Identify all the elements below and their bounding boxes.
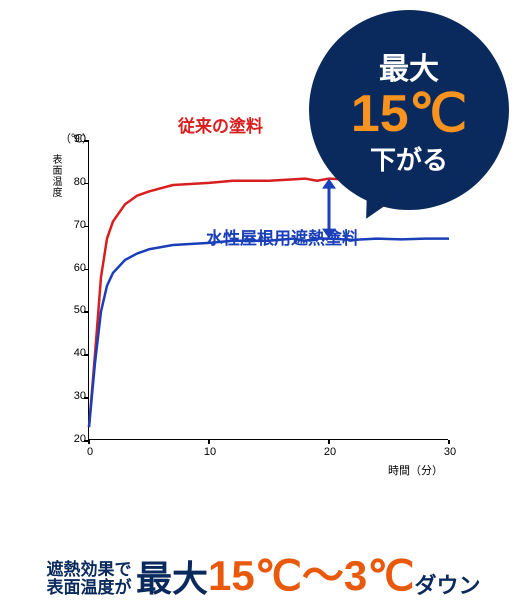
y-tick: 80 bbox=[68, 176, 86, 188]
series-label-thermal: 水性屋根用遮熱塗料 bbox=[206, 224, 359, 249]
x-tick-mark bbox=[328, 440, 330, 444]
y-tick: 40 bbox=[68, 347, 86, 359]
bottom-big-2: 15℃～3℃ bbox=[208, 555, 414, 597]
y-tick-mark bbox=[84, 269, 88, 271]
bottom-small-2: 表面温度が bbox=[47, 578, 132, 597]
y-tick: 60 bbox=[68, 262, 86, 274]
series-thermal bbox=[89, 239, 449, 428]
y-tick-mark bbox=[84, 354, 88, 356]
bottom-big-1: 最大 bbox=[136, 561, 208, 597]
y-tick-mark bbox=[84, 397, 88, 399]
y-tick: 50 bbox=[68, 304, 86, 316]
x-tick: 30 bbox=[440, 446, 460, 458]
x-tick: 20 bbox=[320, 446, 340, 458]
y-tick: 20 bbox=[68, 433, 86, 445]
y-tick-mark bbox=[84, 311, 88, 313]
callout-line2: 15℃ bbox=[351, 88, 467, 140]
y-tick: 30 bbox=[68, 390, 86, 402]
y-axis-label: 表面温度 bbox=[48, 154, 63, 198]
x-tick-mark bbox=[448, 440, 450, 444]
x-axis-label: 時間（分） bbox=[388, 462, 443, 478]
callout-line3: 下がる bbox=[370, 140, 448, 177]
x-tick-mark bbox=[208, 440, 210, 444]
x-tick: 0 bbox=[80, 446, 100, 458]
y-tick: 90 bbox=[68, 133, 86, 145]
x-tick: 10 bbox=[200, 446, 220, 458]
y-tick-mark bbox=[84, 226, 88, 228]
bottom-headline: 遮熱効果で 表面温度が 最大15℃～3℃ダウン bbox=[0, 555, 527, 597]
y-tick-mark bbox=[84, 183, 88, 185]
y-tick: 70 bbox=[68, 219, 86, 231]
bottom-small-1: 遮熱効果で bbox=[47, 560, 132, 579]
x-tick-mark bbox=[88, 440, 90, 444]
callout-line1: 最大 bbox=[379, 44, 439, 88]
series-conventional bbox=[89, 179, 449, 428]
series-label-conventional: 従来の塗料 bbox=[178, 112, 263, 137]
callout-bubble: 最大 15℃ 下がる bbox=[309, 10, 509, 210]
bottom-big-3: ダウン bbox=[414, 575, 480, 597]
bottom-small: 遮熱効果で 表面温度が bbox=[47, 561, 132, 597]
y-tick-mark bbox=[84, 140, 88, 142]
